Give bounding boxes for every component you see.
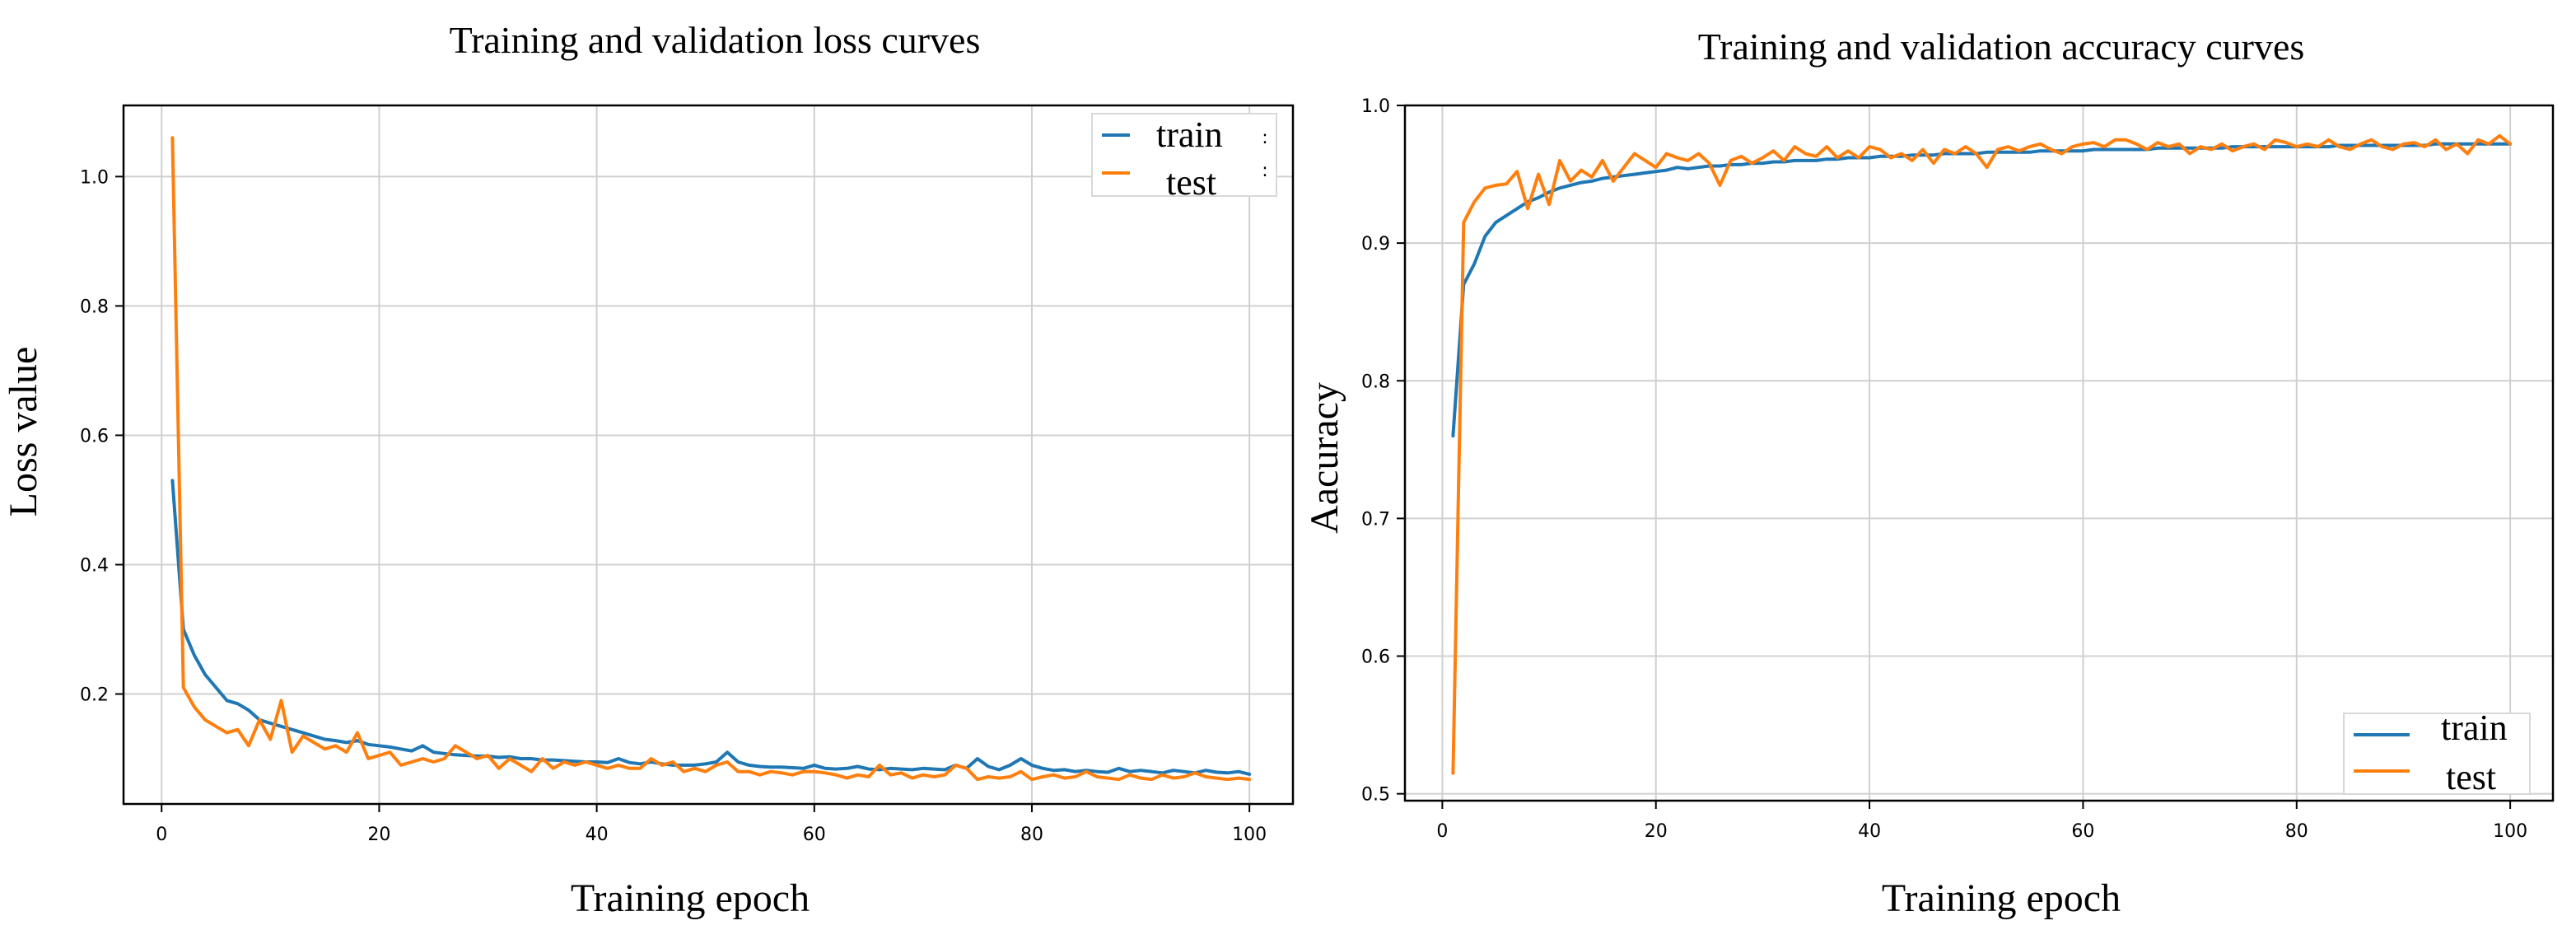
loss-x-tick-label: 40 [586,825,609,845]
accuracy-chart: Training and validation accuracy curves … [1303,26,2555,920]
accuracy-legend-box [2343,713,2531,795]
accuracy-y-tick-label: 1.0 [1361,96,1390,117]
loss-ticks: 0 20 40 60 80 100 0.2 0.4 0.6 0.8 1.0 [80,167,1267,845]
loss-x-tick-label: 100 [1232,825,1267,845]
loss-x-axis-label: Training epoch [571,876,810,920]
loss-y-tick-label: 0.6 [80,426,109,446]
accuracy-series-train-line [1451,142,2513,438]
loss-legend-extra-1: : [1262,128,1267,148]
accuracy-y-tick-label: 0.7 [1361,509,1390,530]
accuracy-y-axis-label: Aacuracy [1303,382,1346,534]
loss-x-tick-label: 60 [803,825,826,845]
accuracy-x-tick-label: 60 [2071,821,2094,842]
accuracy-y-tick-label: 0.6 [1361,647,1390,668]
loss-plot-frame [122,104,1295,806]
accuracy-grid [1405,105,2553,801]
accuracy-y-tick-label: 0.8 [1361,372,1390,392]
loss-chart-title: Training and validation loss curves [450,19,981,61]
accuracy-x-tick-label: 40 [1858,821,1881,842]
accuracy-series-test-line [1451,133,2513,775]
loss-series-train-line [170,479,1252,776]
loss-grid [124,105,1293,804]
loss-y-tick-label: 0.4 [80,555,109,576]
accuracy-x-tick-label: 20 [1645,821,1668,842]
loss-series-lines [170,136,1252,782]
accuracy-x-axis-label: Training epoch [1882,876,2121,920]
loss-y-axis-label: Loss value [2,347,45,517]
accuracy-x-tick-label: 0 [1436,821,1448,842]
accuracy-x-tick-label: 100 [2493,821,2527,842]
loss-series-test-line [170,136,1252,782]
loss-legend-test-label: test [1166,162,1216,203]
loss-x-tick-label: 0 [156,825,167,845]
loss-y-tick-label: 0.8 [80,297,109,317]
loss-y-tick-label: 1.0 [80,167,109,188]
loss-legend: train : test : [1091,113,1277,203]
accuracy-chart-title: Training and validation accuracy curves [1698,26,2305,68]
loss-x-tick-label: 20 [367,825,390,845]
accuracy-y-tick-label: 0.5 [1361,785,1390,806]
accuracy-plot-frame [1403,104,2555,802]
loss-y-tick-label: 0.2 [80,685,109,706]
accuracy-legend: train test [2343,708,2531,797]
accuracy-y-tick-label: 0.9 [1361,234,1390,255]
loss-legend-train-label: train [1156,114,1223,155]
accuracy-ticks: 0 20 40 60 80 100 0.5 0.6 0.7 0.8 0.9 1.0 [1361,96,2527,842]
accuracy-x-tick-label: 80 [2285,821,2308,842]
accuracy-legend-test-label: test [2446,757,2496,797]
accuracy-legend-train-label: train [2441,708,2508,748]
accuracy-series-lines [1451,133,2513,775]
loss-chart: Training and validation loss curves 0 20 4… [2,19,1295,920]
loss-x-tick-label: 80 [1020,825,1043,845]
loss-legend-box [1091,113,1277,197]
loss-legend-extra-2: : [1262,161,1267,181]
